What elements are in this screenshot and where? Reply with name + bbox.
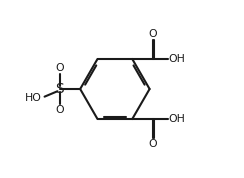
Text: OH: OH [169,114,185,124]
Text: O: O [55,105,64,115]
Text: HO: HO [25,93,42,103]
Text: O: O [148,139,157,149]
Text: O: O [55,63,64,73]
Text: S: S [55,82,64,96]
Text: OH: OH [169,54,185,64]
Text: O: O [148,29,157,39]
